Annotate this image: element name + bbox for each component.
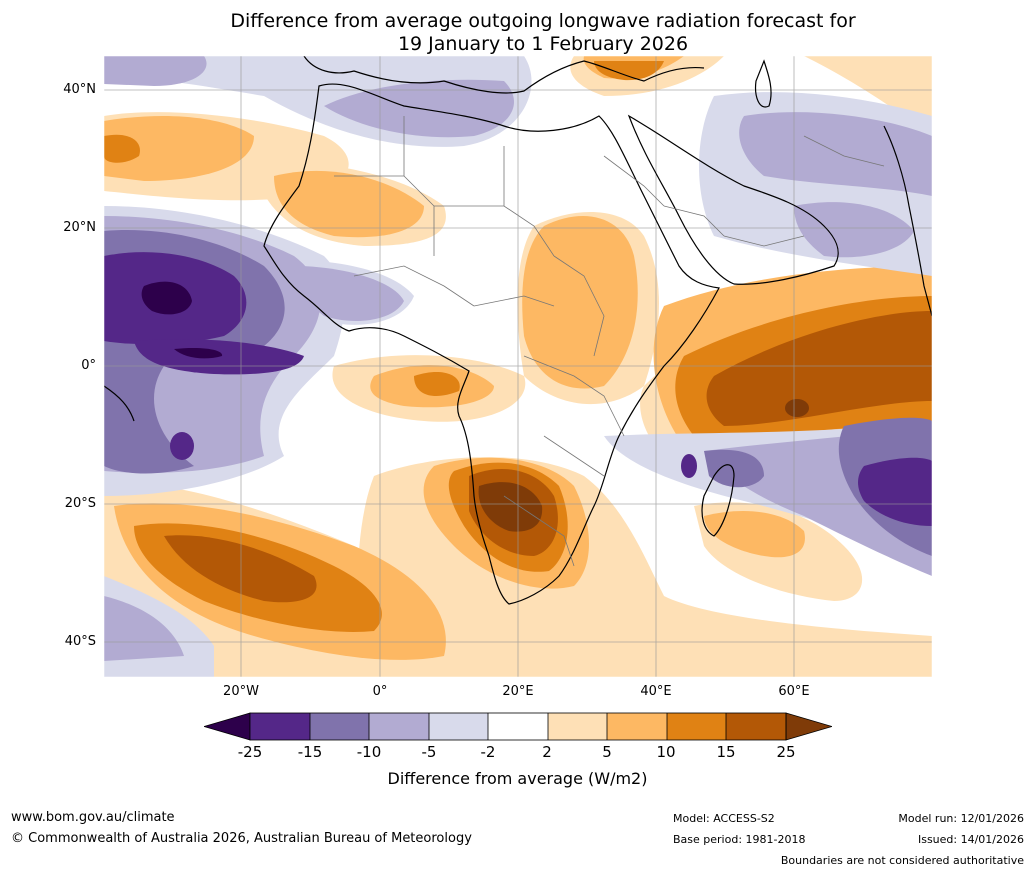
- colorbar-tick: 15: [716, 743, 736, 761]
- anomaly-region: [414, 371, 460, 396]
- lon-label-0: 0°: [372, 684, 388, 699]
- madagascar-coastline: [701, 464, 735, 537]
- anomaly-field: [104, 56, 932, 677]
- colorbar-extend-high: [785, 712, 832, 741]
- anomaly-region: [104, 134, 140, 163]
- coastlines: [104, 56, 932, 605]
- colorbar-tick: 25: [776, 743, 796, 761]
- lat-label-0: 0°: [81, 358, 96, 373]
- colorbar-segment: [488, 713, 548, 740]
- colorbar-segment: [548, 713, 607, 740]
- colorbar-extend-low: [204, 712, 251, 741]
- website-link[interactable]: www.bom.gov.au/climate: [11, 810, 175, 825]
- anomaly-region: [739, 112, 932, 196]
- boundaries-disclaimer: Boundaries are not considered authoritat…: [780, 854, 1024, 867]
- colorbar-tick: 2: [542, 743, 552, 761]
- anomaly-region: [681, 454, 697, 478]
- arabia-coastline: [627, 114, 839, 285]
- lon-label-20w: 20°W: [223, 684, 259, 699]
- colorbar-title: Difference from average (W/m2): [387, 769, 648, 788]
- anomaly-region: [104, 596, 184, 661]
- anomaly-region: [478, 482, 543, 532]
- lat-label-40n: 40°N: [63, 82, 96, 97]
- country-borders: [334, 116, 885, 567]
- anomaly-region: [141, 281, 192, 315]
- colorbar-segment: [429, 713, 488, 740]
- colorbar-tick: 5: [602, 743, 612, 761]
- lat-label-40s: 40°S: [64, 634, 96, 649]
- colorbar-tick: 10: [656, 743, 676, 761]
- anomaly-region: [274, 170, 424, 238]
- colorbar-segment: [250, 713, 310, 740]
- anomaly-region: [134, 339, 304, 375]
- anomaly-region: [104, 56, 207, 86]
- anomaly-region: [294, 266, 404, 321]
- india-coastline: [883, 125, 932, 317]
- europe-coastline: [303, 56, 705, 94]
- anomaly-region: [104, 116, 254, 181]
- anomaly-region: [858, 457, 932, 526]
- anomaly-region: [164, 535, 317, 603]
- colorbar-segment: [369, 713, 429, 740]
- colorbar-tick: -5: [421, 743, 437, 761]
- copyright-text: © Commonwealth of Australia 2026, Austra…: [11, 831, 472, 846]
- anomaly-region: [785, 399, 809, 417]
- anomaly-region: [704, 449, 764, 488]
- anomaly-region: [704, 511, 805, 558]
- africa-coastline: [263, 83, 720, 605]
- colorbar-tick: -15: [297, 743, 323, 761]
- anomaly-region: [794, 202, 914, 258]
- title-line-1: Difference from average outgoing longwav…: [230, 10, 856, 32]
- anomaly-region: [170, 432, 194, 460]
- caspian-coastline: [754, 59, 772, 108]
- anomaly-region: [594, 61, 664, 81]
- colorbar-segment: [607, 713, 667, 740]
- anomaly-region: [804, 56, 932, 136]
- lon-label-20e: 20°E: [502, 684, 534, 699]
- colorbar-tick: -25: [237, 743, 263, 761]
- base-period: Base period: 1981-2018: [673, 833, 806, 846]
- lon-label-60e: 60°E: [778, 684, 810, 699]
- lat-label-20s: 20°S: [64, 496, 96, 511]
- model-run-date: Model run: 12/01/2026: [898, 812, 1024, 825]
- anomaly-region: [522, 216, 638, 389]
- chart-title: Difference from average outgoing longwav…: [0, 10, 1035, 56]
- colorbar-segment: [667, 713, 726, 740]
- lat-label-20n: 20°N: [63, 220, 96, 235]
- model-name: Model: ACCESS-S2: [673, 812, 775, 825]
- title-line-2: 19 January to 1 February 2026: [397, 33, 689, 55]
- anomaly-region: [174, 347, 223, 359]
- south-america-coastline: [104, 385, 135, 422]
- colorbar-segment: [310, 713, 369, 740]
- anomaly-map: [104, 56, 932, 677]
- graticule: [104, 56, 932, 677]
- colorbar-segment: [726, 713, 786, 740]
- issued-date: Issued: 14/01/2026: [917, 833, 1024, 846]
- anomaly-region: [706, 311, 932, 426]
- colorbar-tick: -10: [356, 743, 382, 761]
- colorbar-tick: -2: [480, 743, 496, 761]
- lon-label-40e: 40°E: [640, 684, 672, 699]
- colorbar: [204, 712, 832, 741]
